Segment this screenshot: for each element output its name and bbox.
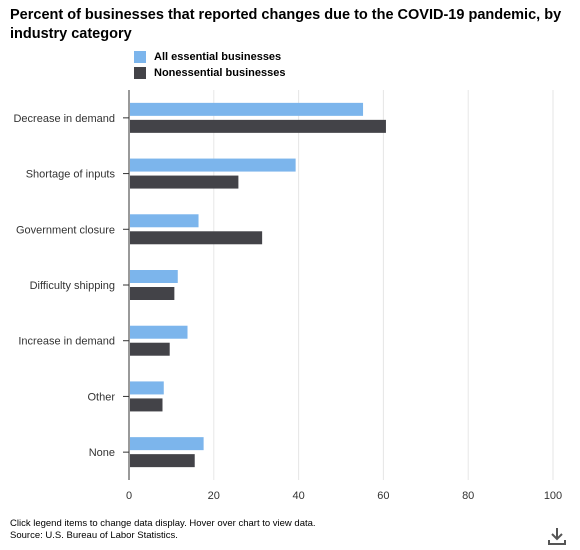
bar-essential[interactable]: [130, 381, 164, 395]
bar-nonessential[interactable]: [130, 342, 170, 356]
footnote-source: Source: U.S. Bureau of Labor Statistics.: [10, 530, 178, 541]
category-label: Other: [87, 391, 115, 403]
bar-essential[interactable]: [130, 325, 188, 339]
x-tick-label: 100: [544, 490, 562, 502]
download-icon[interactable]: [546, 525, 568, 547]
legend-item-nonessential[interactable]: Nonessential businesses: [134, 65, 285, 80]
legend-item-essential[interactable]: All essential businesses: [134, 49, 285, 64]
x-tick-label: 60: [377, 490, 389, 502]
category-label: Decrease in demand: [13, 113, 115, 125]
x-tick-label: 80: [462, 490, 474, 502]
bar-nonessential[interactable]: [130, 175, 239, 189]
legend-label-essential: All essential businesses: [154, 50, 282, 63]
legend-swatch-essential: [134, 50, 146, 63]
bar-nonessential[interactable]: [130, 231, 263, 245]
x-tick-label: 0: [126, 490, 132, 502]
bar-essential[interactable]: [130, 270, 178, 283]
bar-chart[interactable]: 0 20 40 60 80 100 Decrease in demand Shortage o…: [0, 0, 580, 510]
x-tick-label: 20: [208, 490, 220, 502]
category-label: Increase in demand: [18, 336, 115, 348]
bar-nonessential[interactable]: [130, 398, 163, 412]
bar-essential[interactable]: [130, 102, 364, 116]
bar-essential[interactable]: [130, 158, 296, 172]
category-label: Shortage of inputs: [26, 169, 116, 181]
bar-nonessential[interactable]: [130, 287, 175, 300]
x-tick-label: 40: [292, 490, 304, 502]
bar-essential[interactable]: [130, 214, 199, 228]
chart-legend: All essential businesses Nonessential bu…: [134, 49, 285, 81]
legend-swatch-nonessential: [134, 66, 146, 79]
category-label: Government closure: [16, 224, 115, 236]
bar-essential[interactable]: [130, 437, 204, 451]
bar-nonessential[interactable]: [130, 454, 195, 468]
chart-footnote: Click legend items to change data displa…: [10, 518, 316, 542]
category-label: Difficulty shipping: [30, 280, 115, 292]
footnote-instructions: Click legend items to change data displa…: [10, 518, 316, 529]
chart-title: Percent of businesses that reported chan…: [10, 7, 562, 42]
category-label: None: [89, 447, 115, 459]
bar-nonessential[interactable]: [130, 119, 386, 133]
legend-label-nonessential: Nonessential businesses: [154, 66, 286, 79]
